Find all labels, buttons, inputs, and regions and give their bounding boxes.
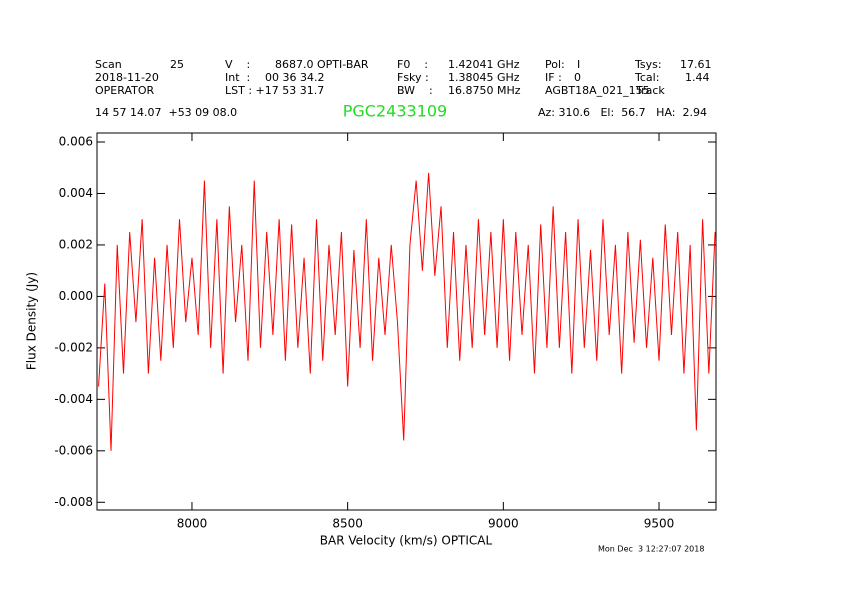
- y-tick-label: 0.006: [59, 135, 93, 149]
- header-text: V :: [225, 58, 250, 71]
- header-text: Scan: [95, 58, 122, 71]
- timestamp: Mon Dec 3 12:27:07 2018: [598, 545, 704, 554]
- header-text: 14 57 14.07 +53 09 08.0: [95, 106, 237, 119]
- y-tick-label: 0.004: [59, 186, 93, 200]
- header-text: 0: [574, 71, 581, 84]
- header-text: Int :: [225, 71, 250, 84]
- header-text: BW :: [397, 84, 433, 97]
- header-text: 1.44: [685, 71, 710, 84]
- plot-frame: [96, 132, 717, 511]
- header-text: IF :: [545, 71, 562, 84]
- x-tick-label: 8000: [177, 517, 208, 531]
- y-axis-label: Flux Density (Jy): [25, 272, 39, 370]
- header-text: 25: [170, 58, 184, 71]
- chart-title: PGC2433109: [343, 102, 447, 121]
- y-tick-label: -0.004: [54, 392, 93, 406]
- y-tick-label: -0.006: [54, 443, 93, 457]
- header-text: 16.8750 MHz: [448, 84, 521, 97]
- y-tick-label: -0.008: [54, 495, 93, 509]
- y-tick-label: -0.002: [54, 340, 93, 354]
- header-text: Pol:: [545, 58, 565, 71]
- header-text: 1.42041 GHz: [448, 58, 520, 71]
- header-text: OPERATOR: [95, 84, 154, 97]
- header-text: 17.61: [680, 58, 712, 71]
- x-tick-label: 9000: [488, 517, 519, 531]
- x-axis-label: BAR Velocity (km/s) OPTICAL: [320, 534, 493, 548]
- header-text: LST : +17 53 31.7: [225, 84, 324, 97]
- header-text: AGBT18A_021_155: [545, 84, 650, 97]
- x-tick-label: 8500: [332, 517, 363, 531]
- header-text: 2018-11-20: [95, 71, 159, 84]
- header-text: Tcal:: [634, 71, 659, 84]
- header-text: Track: [635, 84, 665, 97]
- header-text: Fsky :: [397, 71, 429, 84]
- spectrum-line: [98, 172, 716, 451]
- header-text: 1.38045 GHz: [448, 71, 520, 84]
- header-text: F0 :: [397, 58, 428, 71]
- y-tick-label: 0.000: [59, 289, 93, 303]
- x-tick-label: 9500: [644, 517, 675, 531]
- header-text: 00 36 34.2: [265, 71, 324, 84]
- header-text: 8687.0 OPTI-BAR: [275, 58, 369, 71]
- y-tick-label: 0.002: [59, 237, 93, 251]
- header-text: I: [577, 58, 580, 71]
- header-text: Az: 310.6 El: 56.7 HA: 2.94: [538, 106, 707, 119]
- header-text: Tsys:: [634, 58, 662, 71]
